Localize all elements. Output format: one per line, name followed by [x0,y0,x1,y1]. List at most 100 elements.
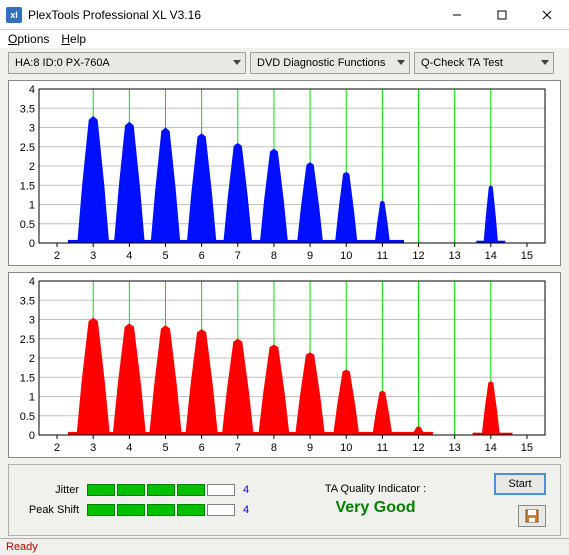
svg-text:6: 6 [199,442,205,454]
svg-text:0: 0 [29,238,35,250]
meter-segment [177,504,205,516]
bottom-chart: 0 0.5 1 1.5 2 2.5 3 3.5 4 2 3 4 5 6 7 8 9 10 11 12 13 14 15 [9,273,555,457]
meter-segment [207,484,235,496]
category-label: DVD Diagnostic Functions [257,57,393,69]
minimize-button[interactable] [434,0,479,30]
save-icon-button[interactable] [518,505,546,527]
svg-text:0.5: 0.5 [20,411,35,423]
menubar: Options Help [0,30,569,48]
svg-text:2.5: 2.5 [20,142,35,154]
statusbar: Ready [0,538,569,555]
meter-segment [207,504,235,516]
svg-text:1: 1 [29,200,35,212]
svg-text:5: 5 [162,442,168,454]
svg-text:1.5: 1.5 [20,372,35,384]
svg-text:3.5: 3.5 [20,295,35,307]
maximize-button[interactable] [479,0,524,30]
svg-text:11: 11 [377,442,388,454]
svg-text:10: 10 [340,442,352,454]
jitter-value: 4 [243,484,257,496]
jitter-label: Jitter [19,484,79,496]
svg-text:13: 13 [449,442,461,454]
titlebar: xl PlexTools Professional XL V3.16 [0,0,569,30]
dropdown-row: HA:8 ID:0 PX-760A DVD Diagnostic Functio… [8,52,561,74]
svg-text:1.5: 1.5 [20,180,35,192]
meter-segment [117,504,145,516]
top-chart: 0 0.5 1 1.5 2 2.5 3 3.5 4 2 3 4 5 6 7 8 9 10 11 12 13 14 15 [9,81,555,265]
svg-text:3: 3 [90,442,96,454]
svg-text:9: 9 [307,250,313,262]
svg-text:3: 3 [29,123,35,135]
svg-text:2: 2 [29,161,35,173]
jitter-meter [87,484,235,496]
metrics-panel: Jitter 4 Peak Shift 4 TA Quality Indicat… [8,464,561,536]
floppy-icon [525,509,539,523]
start-button[interactable]: Start [494,473,546,495]
svg-text:0.5: 0.5 [20,219,35,231]
svg-text:6: 6 [199,250,205,262]
peakshift-value: 4 [243,504,257,516]
content-area: HA:8 ID:0 PX-760A DVD Diagnostic Functio… [0,48,569,538]
test-dropdown[interactable]: Q-Check TA Test [414,52,554,74]
close-button[interactable] [524,0,569,30]
svg-text:14: 14 [485,442,497,454]
svg-text:7: 7 [235,250,241,262]
svg-text:9: 9 [307,442,313,454]
meter-segment [87,484,115,496]
test-label: Q-Check TA Test [421,57,537,69]
svg-text:8: 8 [271,250,277,262]
svg-text:12: 12 [412,442,424,454]
svg-text:15: 15 [521,250,533,262]
svg-text:3.5: 3.5 [20,103,35,115]
svg-text:15: 15 [521,442,533,454]
jitter-row: Jitter 4 [19,484,257,496]
bottom-chart-panel: 0 0.5 1 1.5 2 2.5 3 3.5 4 2 3 4 5 6 7 8 9 10 11 12 13 14 15 [8,272,561,458]
svg-text:10: 10 [340,250,352,262]
svg-text:0: 0 [29,430,35,442]
svg-text:13: 13 [449,250,461,262]
svg-text:4: 4 [126,250,132,262]
chevron-down-icon [233,57,241,69]
peakshift-label: Peak Shift [19,504,79,516]
svg-text:2: 2 [54,442,60,454]
app-icon: xl [6,7,22,23]
svg-text:12: 12 [412,250,424,262]
svg-text:11: 11 [377,250,388,262]
chevron-down-icon [541,57,549,69]
chevron-down-icon [397,57,405,69]
svg-text:2: 2 [29,353,35,365]
peakshift-meter [87,504,235,516]
menu-help[interactable]: Help [61,32,86,46]
window-title: PlexTools Professional XL V3.16 [28,8,434,22]
category-dropdown[interactable]: DVD Diagnostic Functions [250,52,410,74]
svg-text:1: 1 [29,392,35,404]
svg-text:3: 3 [90,250,96,262]
quality-value: Very Good [269,499,482,517]
status-text: Ready [6,541,38,553]
top-chart-panel: 0 0.5 1 1.5 2 2.5 3 3.5 4 2 3 4 5 6 7 8 9 10 11 12 13 14 15 [8,80,561,266]
svg-text:2: 2 [54,250,60,262]
meter-segment [147,504,175,516]
svg-text:5: 5 [162,250,168,262]
meter-segment [177,484,205,496]
graphs-area: 00.511.522.533.5423456789101112131415 00… [8,80,561,458]
device-dropdown[interactable]: HA:8 ID:0 PX-760A [8,52,246,74]
meter-segment [117,484,145,496]
svg-text:4: 4 [29,276,35,288]
quality-label: TA Quality Indicator : [269,483,482,495]
meter-segment [87,504,115,516]
svg-text:8: 8 [271,442,277,454]
svg-text:4: 4 [29,84,35,96]
quality-indicator: TA Quality Indicator : Very Good [269,483,482,517]
svg-text:3: 3 [29,315,35,327]
meter-segment [147,484,175,496]
metrics-column: Jitter 4 Peak Shift 4 [19,484,257,516]
peakshift-row: Peak Shift 4 [19,504,257,516]
svg-text:14: 14 [485,250,497,262]
svg-text:7: 7 [235,442,241,454]
menu-options[interactable]: Options [8,32,49,46]
button-column: Start [494,473,546,527]
svg-text:4: 4 [126,442,132,454]
device-label: HA:8 ID:0 PX-760A [15,57,229,69]
svg-text:2.5: 2.5 [20,334,35,346]
